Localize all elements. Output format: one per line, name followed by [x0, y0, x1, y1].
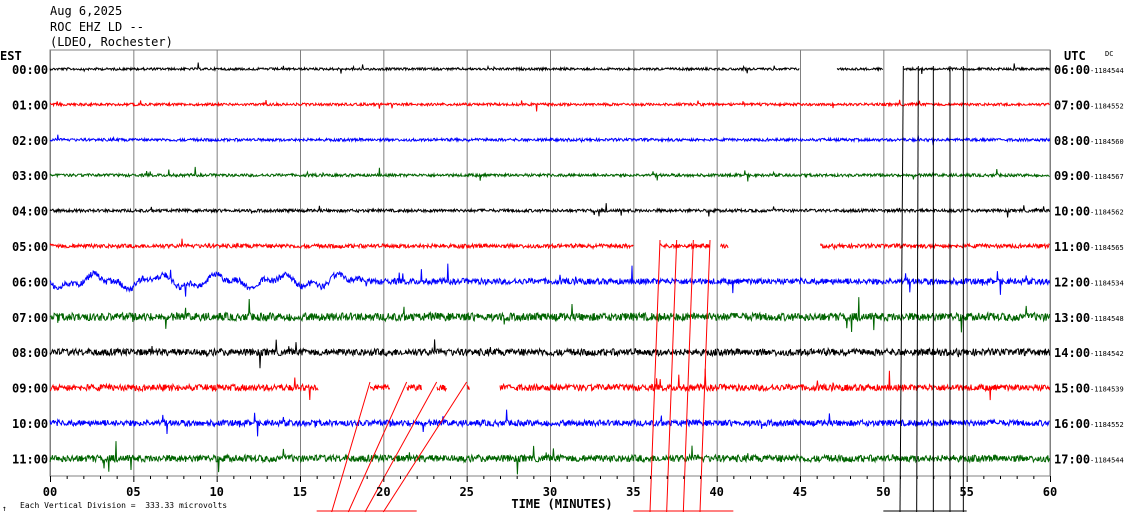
utc-hour-label: 11:00	[1054, 240, 1090, 254]
time-mark-line	[347, 381, 408, 513]
est-hour-label: 00:00	[12, 63, 48, 77]
x-tick-label: 50	[876, 485, 890, 499]
dc-offset-label: -1184542	[1090, 350, 1124, 358]
est-hour-label: 11:00	[12, 452, 48, 466]
dc-offset-label: -1184567	[1090, 173, 1124, 181]
est-hour-label: 03:00	[12, 169, 48, 183]
x-tick-label: 60	[1043, 485, 1057, 499]
utc-hour-label: 14:00	[1054, 346, 1090, 360]
trace-0700	[49, 297, 1051, 333]
left-zone-label: EST	[0, 49, 22, 63]
chart-date: Aug 6,2025	[50, 4, 123, 18]
est-hour-label: 09:00	[12, 382, 48, 396]
time-mark-line	[649, 239, 661, 513]
x-tick-label: 35	[626, 485, 640, 499]
x-tick-label: 25	[459, 485, 473, 499]
seismic-traces	[49, 62, 1051, 513]
utc-hour-label: 12:00	[1054, 275, 1090, 289]
time-mark-line	[682, 239, 694, 513]
time-mark-line	[916, 65, 919, 513]
x-tick-label: 55	[959, 485, 973, 499]
est-hour-label: 05:00	[12, 240, 48, 254]
x-axis-label: TIME (MINUTES)	[511, 497, 612, 511]
dc-offset-label: -1184534	[1090, 279, 1124, 287]
x-tick-label: 30	[543, 485, 557, 499]
trace-0400	[49, 203, 1051, 218]
dc-offset-label: -1184560	[1090, 138, 1124, 146]
time-mark-line	[364, 381, 438, 513]
dc-offset-label: -1184562	[1090, 209, 1124, 217]
dc-offset-label: -1184544	[1090, 456, 1124, 464]
scale-note: Each Vertical Division = 333.33 microvol…	[20, 501, 227, 510]
x-tick-label: 05	[126, 485, 140, 499]
corner-mark: ↑	[2, 504, 7, 513]
trace-0900	[49, 368, 1051, 401]
trace-0000	[49, 62, 1051, 74]
utc-hour-label: 07:00	[1054, 98, 1090, 112]
est-hour-label: 06:00	[12, 275, 48, 289]
trace-0200	[49, 134, 1051, 146]
dc-offset-label: -1184544	[1090, 67, 1124, 75]
est-hour-label: 08:00	[12, 346, 48, 360]
time-mark-line	[382, 381, 468, 513]
dc-offset-label: -1184565	[1090, 244, 1124, 252]
trace-0800	[49, 339, 1051, 369]
x-tick-label: 10	[209, 485, 223, 499]
utc-hour-label: 06:00	[1054, 63, 1090, 77]
x-axis-ticks: 00 05 10 15 20 25 30 35 40 45 50 55 60	[43, 476, 1057, 499]
time-mark-line	[666, 239, 678, 513]
x-tick-label: 00	[43, 485, 57, 499]
dc-offset-label: -1184552	[1090, 421, 1124, 429]
utc-hour-label: 16:00	[1054, 417, 1090, 431]
station-label: ROC EHZ LD --	[50, 20, 144, 34]
dc-offset-label: -1184539	[1090, 386, 1124, 394]
utc-hour-label: 08:00	[1054, 134, 1090, 148]
x-tick-label: 20	[376, 485, 390, 499]
network-label: (LDEO, Rochester)	[50, 35, 173, 49]
time-mark-line	[331, 381, 371, 513]
dc-offset-label: -1184552	[1090, 102, 1124, 110]
est-hour-label: 04:00	[12, 205, 48, 219]
trace-1000	[49, 409, 1050, 437]
trace-0600	[49, 263, 1051, 297]
dc-label: DC	[1105, 50, 1113, 58]
dc-offset-label: -1184548	[1090, 315, 1124, 323]
utc-hour-label: 13:00	[1054, 311, 1090, 325]
est-hour-label: 07:00	[12, 311, 48, 325]
x-tick-label: 15	[293, 485, 307, 499]
trace-1100	[49, 441, 1051, 475]
right-zone-label: UTC	[1064, 49, 1086, 63]
est-hour-label: 10:00	[12, 417, 48, 431]
x-tick-label: 45	[793, 485, 807, 499]
trace-0300	[49, 166, 1050, 182]
grid-lines	[49, 49, 1051, 477]
utc-hour-label: 15:00	[1054, 382, 1090, 396]
time-mark-line	[699, 239, 711, 513]
utc-hour-label: 17:00	[1054, 452, 1090, 466]
utc-hour-label: 09:00	[1054, 169, 1090, 183]
est-hour-label: 02:00	[12, 134, 48, 148]
x-tick-label: 40	[709, 485, 723, 499]
utc-hour-label: 10:00	[1054, 205, 1090, 219]
time-mark-line	[899, 65, 904, 513]
est-hour-label: 01:00	[12, 98, 48, 112]
trace-0500	[49, 238, 1050, 251]
trace-0100	[50, 99, 1050, 112]
